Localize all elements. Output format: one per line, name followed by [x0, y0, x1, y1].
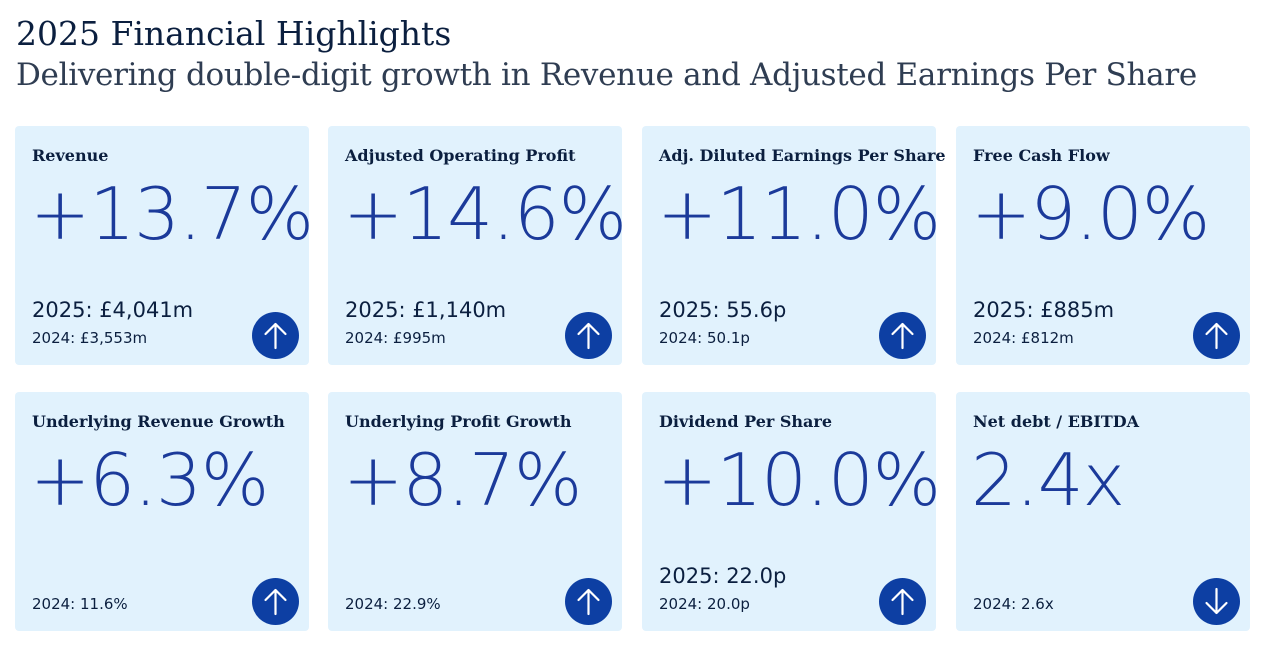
kpi-label: Revenue: [32, 146, 109, 165]
kpi-card-adj-diluted-eps: Adj. Diluted Earnings Per Share +11.0% 2…: [642, 126, 946, 365]
kpi-card-adjusted-operating-profit: Adjusted Operating Profit +14.6% 2025: £…: [328, 126, 627, 365]
page-subtitle: Delivering double-digit growth in Revenu…: [16, 57, 1197, 93]
kpi-value: +9.0%: [971, 172, 1210, 256]
kpi-prior-year: 2024: £3,553m: [32, 329, 148, 347]
kpi-current-year: 2025: 22.0p: [659, 564, 787, 588]
kpi-prior-year: 2024: £812m: [973, 329, 1074, 347]
arrow-up-icon: [252, 312, 299, 359]
kpi-value: +11.0%: [657, 172, 941, 256]
kpi-label: Adj. Diluted Earnings Per Share: [659, 146, 946, 165]
page-title: 2025 Financial Highlights: [16, 14, 452, 53]
kpi-current-year: 2025: £885m: [973, 298, 1115, 322]
kpi-value: +6.3%: [30, 438, 269, 522]
kpi-prior-year: 2024: 20.0p: [659, 595, 750, 613]
arrow-up-icon: [565, 578, 612, 625]
kpi-label: Free Cash Flow: [973, 146, 1110, 165]
kpi-card-free-cash-flow: Free Cash Flow +9.0% 2025: £885m 2024: £…: [956, 126, 1250, 365]
kpi-current-year: 2025: £4,041m: [32, 298, 194, 322]
kpi-value: +10.0%: [657, 438, 941, 522]
kpi-prior-year: 2024: 2.6x: [973, 595, 1054, 613]
kpi-prior-year: 2024: 50.1p: [659, 329, 750, 347]
kpi-value: +8.7%: [343, 438, 582, 522]
kpi-label: Dividend Per Share: [659, 412, 833, 431]
kpi-prior-year: 2024: 11.6%: [32, 595, 128, 613]
arrow-up-icon: [252, 578, 299, 625]
kpi-card-underlying-profit-growth: Underlying Profit Growth +8.7% 2024: 22.…: [328, 392, 622, 631]
kpi-label: Underlying Revenue Growth: [32, 412, 285, 431]
kpi-label: Underlying Profit Growth: [345, 412, 572, 431]
kpi-label: Net debt / EBITDA: [973, 412, 1140, 431]
kpi-card-underlying-revenue-growth: Underlying Revenue Growth +6.3% 2024: 11…: [15, 392, 309, 631]
kpi-value: +14.6%: [343, 172, 627, 256]
kpi-current-year: 2025: 55.6p: [659, 298, 787, 322]
arrow-up-icon: [879, 312, 926, 359]
kpi-label: Adjusted Operating Profit: [345, 146, 576, 165]
arrow-down-icon: [1193, 578, 1240, 625]
kpi-card-revenue: Revenue +13.7% 2025: £4,041m 2024: £3,55…: [15, 126, 314, 365]
kpi-value: 2.4x: [971, 438, 1125, 522]
kpi-current-year: 2025: £1,140m: [345, 298, 507, 322]
kpi-card-dividend-per-share: Dividend Per Share +10.0% 2025: 22.0p 20…: [642, 392, 941, 631]
arrow-up-icon: [879, 578, 926, 625]
kpi-prior-year: 2024: 22.9%: [345, 595, 441, 613]
kpi-prior-year: 2024: £995m: [345, 329, 446, 347]
arrow-up-icon: [565, 312, 612, 359]
kpi-card-net-debt-ebitda: Net debt / EBITDA 2.4x 2024: 2.6x: [956, 392, 1250, 631]
kpi-value: +13.7%: [30, 172, 314, 256]
arrow-up-icon: [1193, 312, 1240, 359]
